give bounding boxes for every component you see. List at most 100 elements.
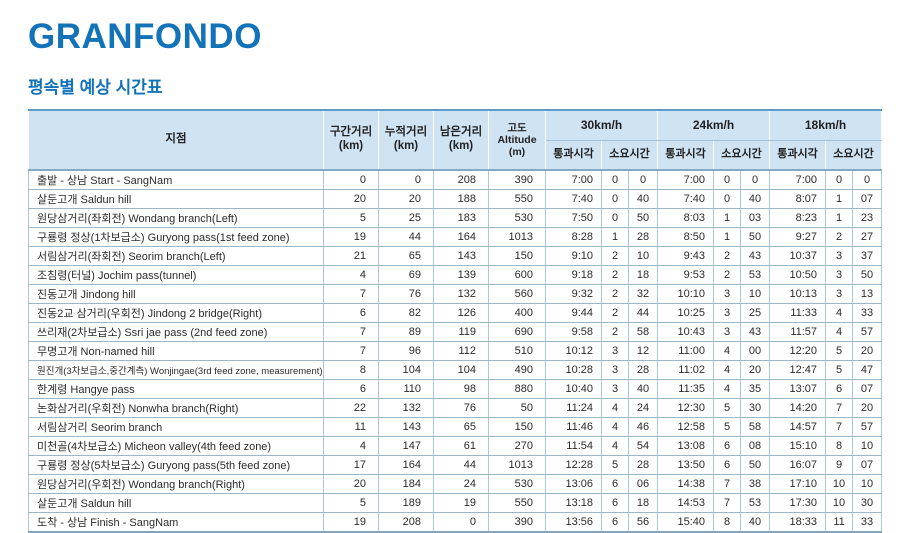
cell-location: 미천골(4차보급소) Micheon valley(4th feed zone) (28, 436, 324, 456)
cell-elapsed-hours-30kmh: 2 (601, 265, 629, 285)
cell-elapsed-hours-30kmh: 3 (601, 379, 629, 399)
cell-elapsed-minutes-18kmh: 07 (852, 379, 883, 399)
cell-elapsed-hours-18kmh: 6 (825, 379, 854, 399)
cell-pass-time-30kmh: 13:56 (545, 512, 602, 533)
table-row: 미천골(4차보급소) Micheon valley(4th feed zone)… (28, 436, 883, 456)
cell-elapsed-minutes-24kmh: 10 (740, 284, 771, 304)
cell-altitude-m: 390 (488, 170, 546, 190)
cell-elapsed-minutes-24kmh: 58 (740, 417, 771, 437)
cell-location: 살둔고개 Saldun hill (28, 189, 324, 209)
cell-pass-time-24kmh: 13:08 (657, 436, 715, 456)
cell-elapsed-hours-30kmh: 6 (601, 493, 629, 513)
cell-cumulative-km: 69 (378, 265, 434, 285)
cell-pass-time-30kmh: 8:28 (545, 227, 602, 247)
cell-location: 무명고개 Non-named hill (28, 341, 324, 361)
cell-location: 구룡령 정상(5차보급소) Guryong pass(5th feed zone… (28, 455, 324, 475)
cell-elapsed-minutes-30kmh: 44 (627, 303, 659, 323)
cell-pass-time-18kmh: 8:07 (769, 189, 827, 209)
cell-pass-time-24kmh: 13:50 (657, 455, 715, 475)
cell-elapsed-minutes-18kmh: 47 (852, 360, 883, 380)
cell-cumulative-km: 147 (378, 436, 434, 456)
cell-elapsed-minutes-18kmh: 23 (852, 208, 883, 228)
cell-altitude-m: 690 (488, 322, 546, 342)
cell-location: 원당삼거리(우회전) Wondang branch(Right) (28, 474, 324, 494)
cell-elapsed-hours-18kmh: 5 (825, 360, 854, 380)
cell-elapsed-hours-30kmh: 5 (601, 455, 629, 475)
cell-segment-km: 11 (323, 417, 379, 437)
cell-elapsed-minutes-30kmh: 28 (627, 227, 659, 247)
cell-altitude-m: 530 (488, 208, 546, 228)
cell-pass-time-24kmh: 15:40 (657, 512, 715, 533)
cell-elapsed-minutes-30kmh: 06 (627, 474, 659, 494)
cell-pass-time-24kmh: 7:00 (657, 170, 715, 190)
cell-altitude-m: 880 (488, 379, 546, 399)
cell-segment-km: 4 (323, 436, 379, 456)
cell-pass-time-30kmh: 7:40 (545, 189, 602, 209)
cell-pass-time-30kmh: 9:32 (545, 284, 602, 304)
cell-elapsed-hours-24kmh: 2 (713, 265, 742, 285)
cell-pass-time-30kmh: 13:18 (545, 493, 602, 513)
cell-elapsed-minutes-24kmh: 43 (740, 246, 771, 266)
page-subtitle: 평속별 예상 시간표 (28, 78, 163, 97)
cell-elapsed-minutes-24kmh: 53 (740, 493, 771, 513)
cell-elapsed-minutes-24kmh: 03 (740, 208, 771, 228)
cell-elapsed-hours-24kmh: 6 (713, 436, 742, 456)
cell-altitude-m: 560 (488, 284, 546, 304)
col-header-speed-30: 30km/h (544, 110, 659, 141)
cell-elapsed-minutes-24kmh: 0 (740, 170, 771, 190)
cell-altitude-m: 400 (488, 303, 546, 323)
cell-elapsed-hours-18kmh: 0 (825, 170, 854, 190)
cell-elapsed-hours-24kmh: 1 (713, 208, 742, 228)
cell-elapsed-hours-30kmh: 2 (601, 246, 629, 266)
cell-pass-time-24kmh: 9:43 (657, 246, 715, 266)
cell-cumulative-km: 0 (378, 170, 434, 190)
cell-remaining-km: 143 (433, 246, 489, 266)
cell-elapsed-hours-18kmh: 10 (825, 493, 854, 513)
cell-cumulative-km: 76 (378, 284, 434, 304)
cell-elapsed-hours-24kmh: 3 (713, 303, 742, 323)
cell-elapsed-hours-18kmh: 4 (825, 322, 854, 342)
cell-elapsed-minutes-24kmh: 30 (740, 398, 771, 418)
cell-pass-time-24kmh: 8:50 (657, 227, 715, 247)
cell-location: 도착 - 상남 Finish - SangNam (28, 512, 324, 533)
cell-elapsed-hours-24kmh: 8 (713, 512, 742, 533)
cell-location: 구룡령 정상(1차보급소) Guryong pass(1st feed zone… (28, 227, 324, 247)
cell-elapsed-minutes-18kmh: 0 (852, 170, 883, 190)
cell-altitude-m: 50 (488, 398, 546, 418)
cell-pass-time-18kmh: 10:50 (769, 265, 827, 285)
cell-elapsed-minutes-24kmh: 20 (740, 360, 771, 380)
cell-elapsed-minutes-30kmh: 40 (627, 379, 659, 399)
cell-cumulative-km: 65 (378, 246, 434, 266)
cell-remaining-km: 104 (433, 360, 489, 380)
cell-segment-km: 6 (323, 303, 379, 323)
cell-elapsed-minutes-30kmh: 0 (627, 170, 659, 190)
cell-pass-time-30kmh: 10:40 (545, 379, 602, 399)
cell-pass-time-30kmh: 10:28 (545, 360, 602, 380)
cell-remaining-km: 19 (433, 493, 489, 513)
cell-elapsed-hours-24kmh: 7 (713, 474, 742, 494)
cell-cumulative-km: 143 (378, 417, 434, 437)
cell-pass-time-24kmh: 11:35 (657, 379, 715, 399)
table-row: 살둔고개 Saldun hill 20 20 188 550 7:40 0 40 7:40 0 40… (28, 189, 883, 209)
cell-elapsed-hours-18kmh: 4 (825, 303, 854, 323)
cell-pass-time-30kmh: 9:44 (545, 303, 602, 323)
cell-altitude-m: 1013 (488, 455, 546, 475)
cell-cumulative-km: 184 (378, 474, 434, 494)
cell-pass-time-18kmh: 17:30 (769, 493, 827, 513)
cell-pass-time-18kmh: 9:27 (769, 227, 827, 247)
cell-elapsed-hours-18kmh: 10 (825, 474, 854, 494)
cell-elapsed-hours-30kmh: 1 (601, 227, 629, 247)
cell-location: 원당삼거리(좌회전) Wondang branch(Left) (28, 208, 324, 228)
cell-elapsed-hours-24kmh: 3 (713, 322, 742, 342)
timetable: 지점 구간거리 (km) 누적거리 (km) 남은거리 (km) 고도 Alti… (28, 109, 883, 533)
cell-remaining-km: 208 (433, 170, 489, 190)
cell-pass-time-30kmh: 11:24 (545, 398, 602, 418)
cell-remaining-km: 112 (433, 341, 489, 361)
cell-pass-time-18kmh: 12:20 (769, 341, 827, 361)
cell-elapsed-minutes-30kmh: 10 (627, 246, 659, 266)
cell-elapsed-minutes-24kmh: 40 (740, 512, 771, 533)
cell-altitude-m: 390 (488, 512, 546, 533)
cell-elapsed-minutes-24kmh: 50 (740, 455, 771, 475)
cell-pass-time-24kmh: 11:02 (657, 360, 715, 380)
